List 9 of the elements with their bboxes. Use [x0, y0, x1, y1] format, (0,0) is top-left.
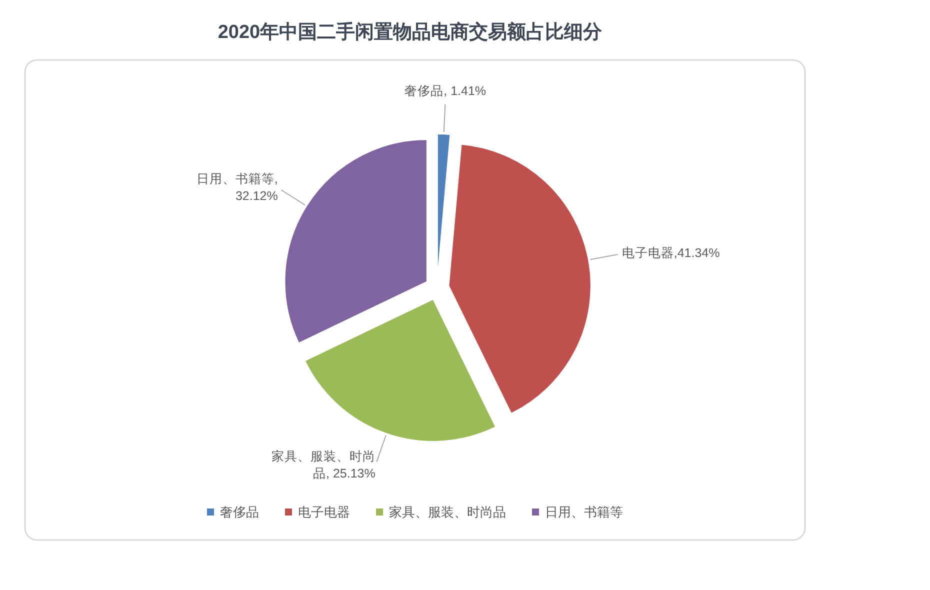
data-label: 家具、服装、时尚品, 25.13% [271, 448, 376, 481]
data-label: 日用、书籍等, 32.12% [196, 172, 278, 203]
data-label: 电子电器,41.34% [622, 246, 720, 260]
legend-label: 日用、书籍等 [545, 504, 623, 520]
chart-title: 2020年中国二手闲置物品电商交易额占比细分 [218, 21, 604, 43]
data-label: 奢侈品, 1.41% [404, 84, 486, 98]
legend-label: 家具、服装、时尚品 [389, 504, 506, 520]
legend-label: 奢侈品 [220, 504, 259, 520]
legend-label: 电子电器 [298, 504, 350, 520]
